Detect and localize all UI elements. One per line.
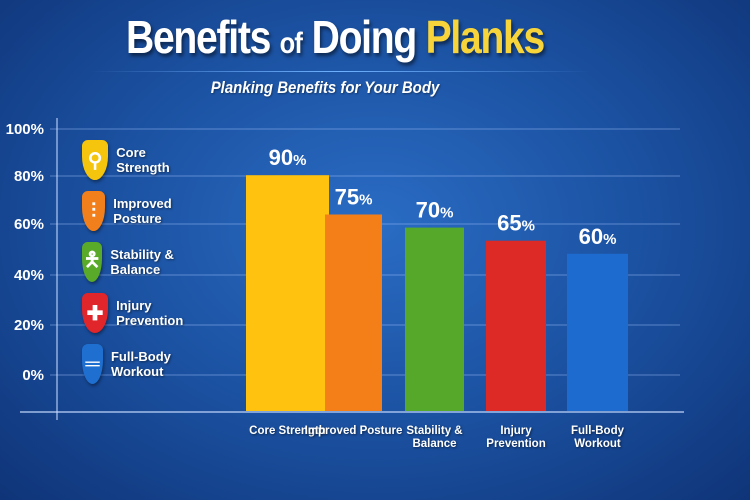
title-highlight: Planks bbox=[425, 11, 546, 63]
bar bbox=[246, 175, 329, 411]
x-tick-label: Stability & Balance bbox=[406, 425, 463, 450]
chart-title: Benefits of Doing Planks bbox=[50, 10, 620, 64]
chart-subtitle: Planking Benefits for Your Body bbox=[210, 78, 440, 97]
legend-item: ⚲ Core Strength bbox=[82, 140, 179, 180]
y-tick-label: 20% bbox=[14, 317, 44, 334]
x-tick-label: Injury Prevention bbox=[486, 425, 546, 450]
legend-label: Core Strength bbox=[116, 145, 170, 175]
bar bbox=[486, 240, 546, 411]
data-label: 75% bbox=[335, 185, 373, 210]
data-label: 70% bbox=[416, 198, 454, 223]
title-word: Doing bbox=[311, 11, 418, 63]
x-tick-label: Improved Posture bbox=[304, 425, 403, 437]
medical-cross-icon: ✚ bbox=[82, 293, 109, 333]
title-divider bbox=[90, 71, 590, 72]
legend-label: Injury Prevention bbox=[116, 298, 184, 328]
legend-label: Full-Body Workout bbox=[110, 349, 171, 379]
x-tick-label: Core Strength bbox=[249, 425, 326, 437]
y-tick-label: 40% bbox=[14, 267, 44, 284]
dumbbell-icon: ═ bbox=[82, 344, 103, 384]
x-tick-label: Full-Body Workout bbox=[570, 425, 625, 450]
bar bbox=[325, 214, 382, 411]
legend-item: ═ Full-Body Workout bbox=[82, 344, 178, 384]
data-label: 65% bbox=[497, 211, 535, 236]
legend-item: 🯅 Stability & Balance bbox=[82, 242, 177, 282]
legend-item: ✚ Injury Prevention bbox=[82, 293, 193, 333]
legend-item: ⫶ Improved Posture bbox=[82, 191, 185, 231]
spine-torso-icon: ⚲ bbox=[82, 140, 109, 180]
spine-icon: ⫶ bbox=[82, 191, 106, 231]
title-word: of bbox=[279, 27, 303, 60]
title-word: Benefits bbox=[125, 11, 271, 63]
y-tick-label: 100% bbox=[6, 121, 44, 138]
bar bbox=[567, 253, 628, 411]
legend-label: Improved Posture bbox=[113, 196, 172, 226]
y-tick-label: 60% bbox=[14, 216, 44, 233]
y-tick-label: 0% bbox=[22, 367, 44, 384]
legend-label: Stability & Balance bbox=[110, 247, 174, 277]
data-label: 90% bbox=[269, 145, 307, 170]
y-tick-label: 80% bbox=[14, 168, 44, 185]
data-label: 60% bbox=[579, 224, 617, 249]
balance-figure-icon: 🯅 bbox=[82, 242, 103, 282]
bar bbox=[405, 227, 464, 411]
